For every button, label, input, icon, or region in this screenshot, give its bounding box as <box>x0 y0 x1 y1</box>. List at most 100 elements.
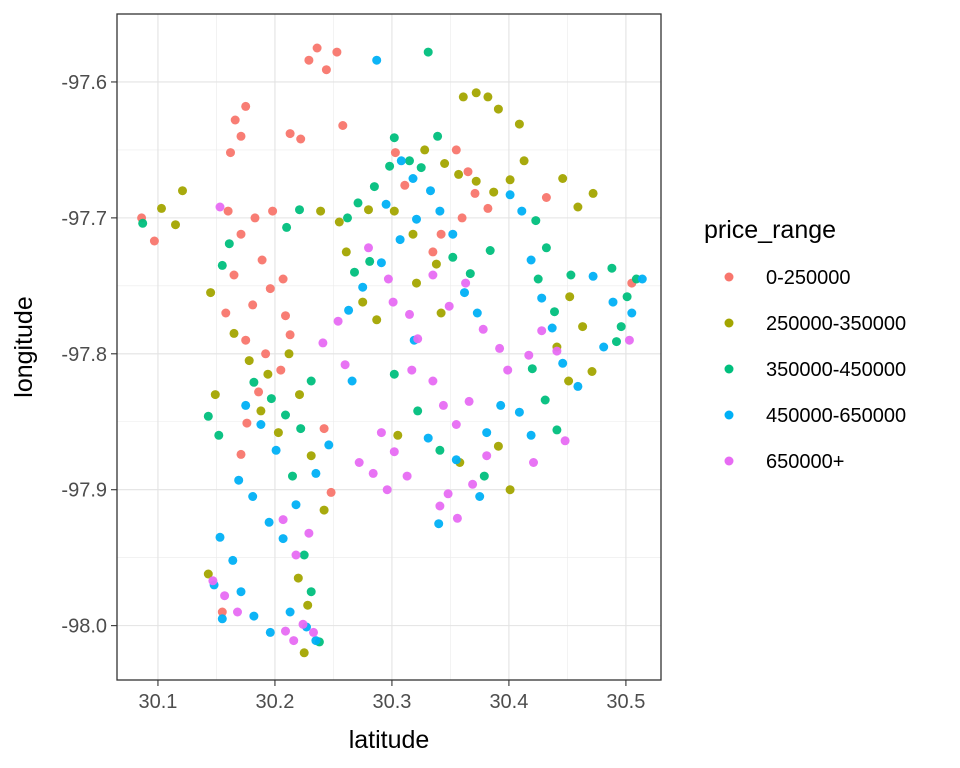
data-point <box>489 187 499 197</box>
x-tick-label: 30.1 <box>138 691 177 713</box>
data-point <box>383 274 393 284</box>
data-point <box>338 121 348 130</box>
data-point <box>519 156 529 166</box>
data-point <box>332 47 342 57</box>
data-point <box>149 236 159 246</box>
data-point <box>326 487 336 497</box>
data-point <box>405 309 414 319</box>
data-point <box>261 349 271 359</box>
data-point <box>304 528 314 538</box>
legend-items: 0-250000 250000-350000 350000-450000 450000… <box>724 267 906 473</box>
data-point <box>412 278 421 288</box>
data-point <box>435 445 445 455</box>
data-point <box>343 213 352 223</box>
legend-key <box>724 318 734 328</box>
data-point <box>333 316 343 326</box>
data-point <box>296 424 306 434</box>
data-point <box>311 468 321 478</box>
data-point <box>443 489 453 499</box>
data-point <box>264 517 274 527</box>
data-point <box>428 376 438 386</box>
data-point <box>228 555 238 565</box>
x-axis-tick-labels: 30.1 30.2 30.3 30.4 30.5 <box>138 691 645 713</box>
data-point <box>540 395 550 405</box>
panel-background <box>117 14 661 680</box>
data-point <box>242 418 252 428</box>
data-point <box>564 376 574 386</box>
data-point <box>299 648 309 658</box>
data-point <box>221 308 231 318</box>
major-gridlines <box>117 14 661 680</box>
data-point <box>236 587 246 597</box>
data-point <box>482 428 492 438</box>
data-point <box>316 206 326 216</box>
data-point <box>431 259 441 269</box>
data-point <box>436 308 446 318</box>
data-point <box>389 206 399 216</box>
data-point <box>393 430 403 440</box>
data-point <box>426 186 435 196</box>
data-point <box>389 369 399 379</box>
legend-key <box>724 364 734 374</box>
data-point <box>408 174 418 183</box>
data-point <box>471 88 481 98</box>
data-point <box>413 406 423 416</box>
data-point <box>271 445 281 455</box>
legend-label: 350000-450000 <box>766 359 906 381</box>
data-point <box>616 322 626 332</box>
data-point <box>412 214 421 224</box>
data-point <box>208 576 218 586</box>
data-point <box>588 188 598 198</box>
data-point <box>451 455 461 465</box>
data-point <box>485 246 495 255</box>
data-point <box>505 485 515 495</box>
data-point <box>533 274 543 284</box>
x-tick-label: 30.4 <box>489 691 528 713</box>
data-point <box>471 176 481 186</box>
data-point <box>298 619 308 629</box>
data-point <box>341 247 351 257</box>
data-point <box>265 284 275 294</box>
data-point <box>268 206 278 216</box>
data-point <box>560 436 570 446</box>
legend-title: price_range <box>704 216 836 244</box>
data-point <box>295 390 304 400</box>
data-point <box>537 326 547 336</box>
data-point <box>423 433 433 443</box>
data-point <box>304 55 314 65</box>
data-point <box>249 377 259 387</box>
data-point <box>215 202 225 212</box>
data-point <box>541 243 551 253</box>
data-point <box>291 550 301 560</box>
data-point <box>390 148 400 158</box>
data-point <box>312 43 322 53</box>
legend: price_range 0-250000 250000-350000 350000-… <box>704 216 906 473</box>
data-points <box>137 43 647 658</box>
data-point <box>257 255 267 265</box>
data-point <box>588 271 598 281</box>
minor-gridlines <box>117 14 661 680</box>
data-point <box>157 203 166 213</box>
data-point <box>608 297 618 307</box>
data-point <box>465 269 475 279</box>
series-450000-650000 <box>209 55 647 646</box>
data-point <box>451 420 461 429</box>
data-point <box>281 410 290 420</box>
data-point <box>241 101 251 111</box>
data-point <box>334 217 344 227</box>
data-point <box>278 274 288 284</box>
x-tick-label: 30.2 <box>255 691 294 713</box>
data-point <box>458 92 468 102</box>
data-point <box>266 394 276 404</box>
data-point <box>483 92 493 102</box>
data-point <box>217 260 227 270</box>
data-point <box>324 440 334 450</box>
data-point <box>295 205 304 215</box>
data-point <box>229 328 239 338</box>
series-0-250000 <box>137 43 637 617</box>
data-point <box>311 636 321 646</box>
data-point <box>364 243 373 253</box>
y-axis-title: longitude <box>10 296 38 397</box>
data-point <box>402 471 412 481</box>
data-point <box>303 600 313 610</box>
